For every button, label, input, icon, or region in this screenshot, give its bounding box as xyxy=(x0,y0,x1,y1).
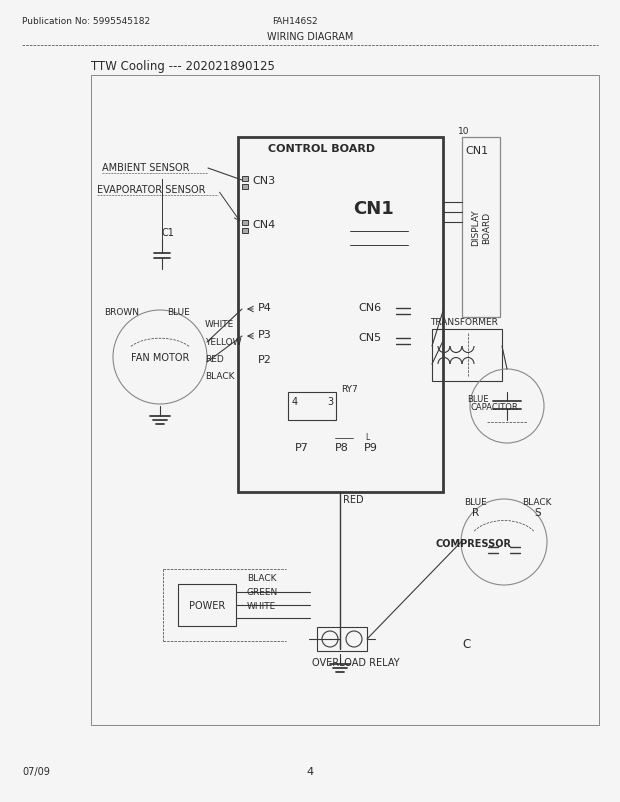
Bar xyxy=(317,627,367,651)
Text: CN3: CN3 xyxy=(252,176,275,186)
Bar xyxy=(432,330,502,382)
Text: CN1: CN1 xyxy=(353,200,394,217)
Text: BLUE: BLUE xyxy=(464,497,487,506)
Bar xyxy=(91,76,599,725)
Text: POWER: POWER xyxy=(189,600,225,610)
Text: FAH146S2: FAH146S2 xyxy=(272,17,318,26)
Text: P7: P7 xyxy=(295,443,309,452)
Text: BLACK: BLACK xyxy=(522,497,552,506)
Text: CN5: CN5 xyxy=(358,333,381,342)
Text: CN1: CN1 xyxy=(465,146,488,156)
Bar xyxy=(462,138,500,318)
Text: C1: C1 xyxy=(162,228,175,237)
Text: BROWN: BROWN xyxy=(104,308,139,317)
Text: S: S xyxy=(534,508,541,517)
Text: 4: 4 xyxy=(292,396,298,407)
Text: WHITE: WHITE xyxy=(247,602,277,610)
Text: YELLOW: YELLOW xyxy=(205,338,242,346)
Text: DISPLAY
BOARD: DISPLAY BOARD xyxy=(471,209,490,246)
Text: OVERLOAD RELAY: OVERLOAD RELAY xyxy=(312,657,400,667)
Bar xyxy=(288,392,336,420)
Text: P3: P3 xyxy=(258,330,272,339)
Text: AMBIENT SENSOR: AMBIENT SENSOR xyxy=(102,163,190,172)
Text: BLACK: BLACK xyxy=(205,371,234,380)
Bar xyxy=(178,585,236,626)
Text: BLUE: BLUE xyxy=(467,395,489,403)
Text: RED: RED xyxy=(343,494,363,504)
Text: 3: 3 xyxy=(327,396,333,407)
Bar xyxy=(242,221,248,225)
Text: 07/09: 07/09 xyxy=(22,766,50,776)
Text: P9: P9 xyxy=(364,443,378,452)
Text: P4: P4 xyxy=(258,302,272,313)
Bar xyxy=(238,138,443,492)
Text: L: L xyxy=(365,432,370,441)
Text: C: C xyxy=(462,638,470,650)
Text: BLUE: BLUE xyxy=(167,308,190,317)
Text: GREEN: GREEN xyxy=(247,587,278,596)
Text: COMPRESSOR: COMPRESSOR xyxy=(436,538,512,549)
Text: P8: P8 xyxy=(335,443,349,452)
Text: TTW Cooling --- 202021890125: TTW Cooling --- 202021890125 xyxy=(91,60,275,73)
Text: CAPACITOR: CAPACITOR xyxy=(471,403,519,411)
Text: CN4: CN4 xyxy=(252,220,275,229)
Text: EVAPORATOR SENSOR: EVAPORATOR SENSOR xyxy=(97,184,205,195)
Text: 4: 4 xyxy=(306,766,314,776)
Bar xyxy=(242,229,248,233)
Text: CN6: CN6 xyxy=(358,302,381,313)
Text: TRANSFORMER: TRANSFORMER xyxy=(430,318,498,326)
Text: R: R xyxy=(472,508,479,517)
Text: FAN MOTOR: FAN MOTOR xyxy=(131,353,189,363)
Text: WHITE: WHITE xyxy=(205,320,234,329)
Text: 10: 10 xyxy=(458,127,469,136)
Text: RED: RED xyxy=(205,354,224,363)
Text: BLACK: BLACK xyxy=(247,573,277,582)
Bar xyxy=(242,176,248,182)
Text: P2: P2 xyxy=(258,354,272,365)
Text: CONTROL BOARD: CONTROL BOARD xyxy=(268,144,375,154)
Bar xyxy=(242,184,248,190)
Text: Publication No: 5995545182: Publication No: 5995545182 xyxy=(22,17,150,26)
Text: RY7: RY7 xyxy=(341,384,358,394)
Text: WIRING DIAGRAM: WIRING DIAGRAM xyxy=(267,32,353,42)
